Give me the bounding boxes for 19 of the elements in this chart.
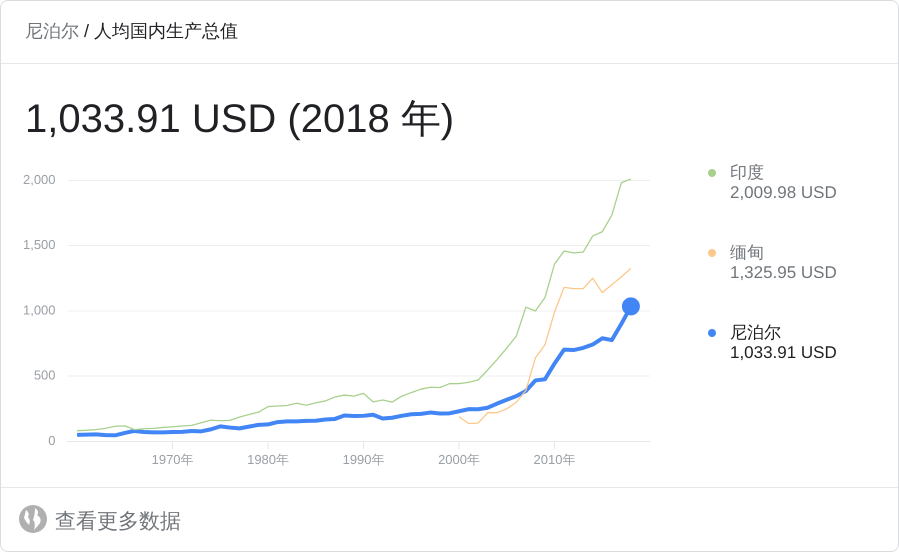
text: 1,325.95 USD xyxy=(730,263,837,283)
x-tick-label: 1970年 xyxy=(152,452,194,467)
y-tick-label: 500 xyxy=(34,368,56,383)
legend-label: 印度 xyxy=(730,162,764,184)
x-tick-label: 1980年 xyxy=(247,452,290,467)
x-tick-label: 2010年 xyxy=(534,452,576,467)
text: 查看更多数据 xyxy=(55,509,181,535)
x-tick-label: 1990年 xyxy=(342,452,384,467)
y-tick-label: 2,000 xyxy=(22,172,56,187)
chart-subtitle: 1,033.91 USD (2018 年) xyxy=(25,96,454,143)
x-tick-label: 2000年 xyxy=(438,452,480,467)
text: 2,009.98 USD xyxy=(730,183,837,203)
y-tick-label: 1,500 xyxy=(22,237,56,252)
chart-title: 尼泊尔 / 人均国内生产总值 xyxy=(25,21,238,41)
y-tick-label: 1,000 xyxy=(22,302,56,318)
legend-label: 缅甸 xyxy=(730,242,764,264)
text: 1,033.91 USD xyxy=(730,343,837,363)
legend-label: 尼泊尔 xyxy=(730,322,781,344)
y-tick-label: 0 xyxy=(48,432,56,448)
